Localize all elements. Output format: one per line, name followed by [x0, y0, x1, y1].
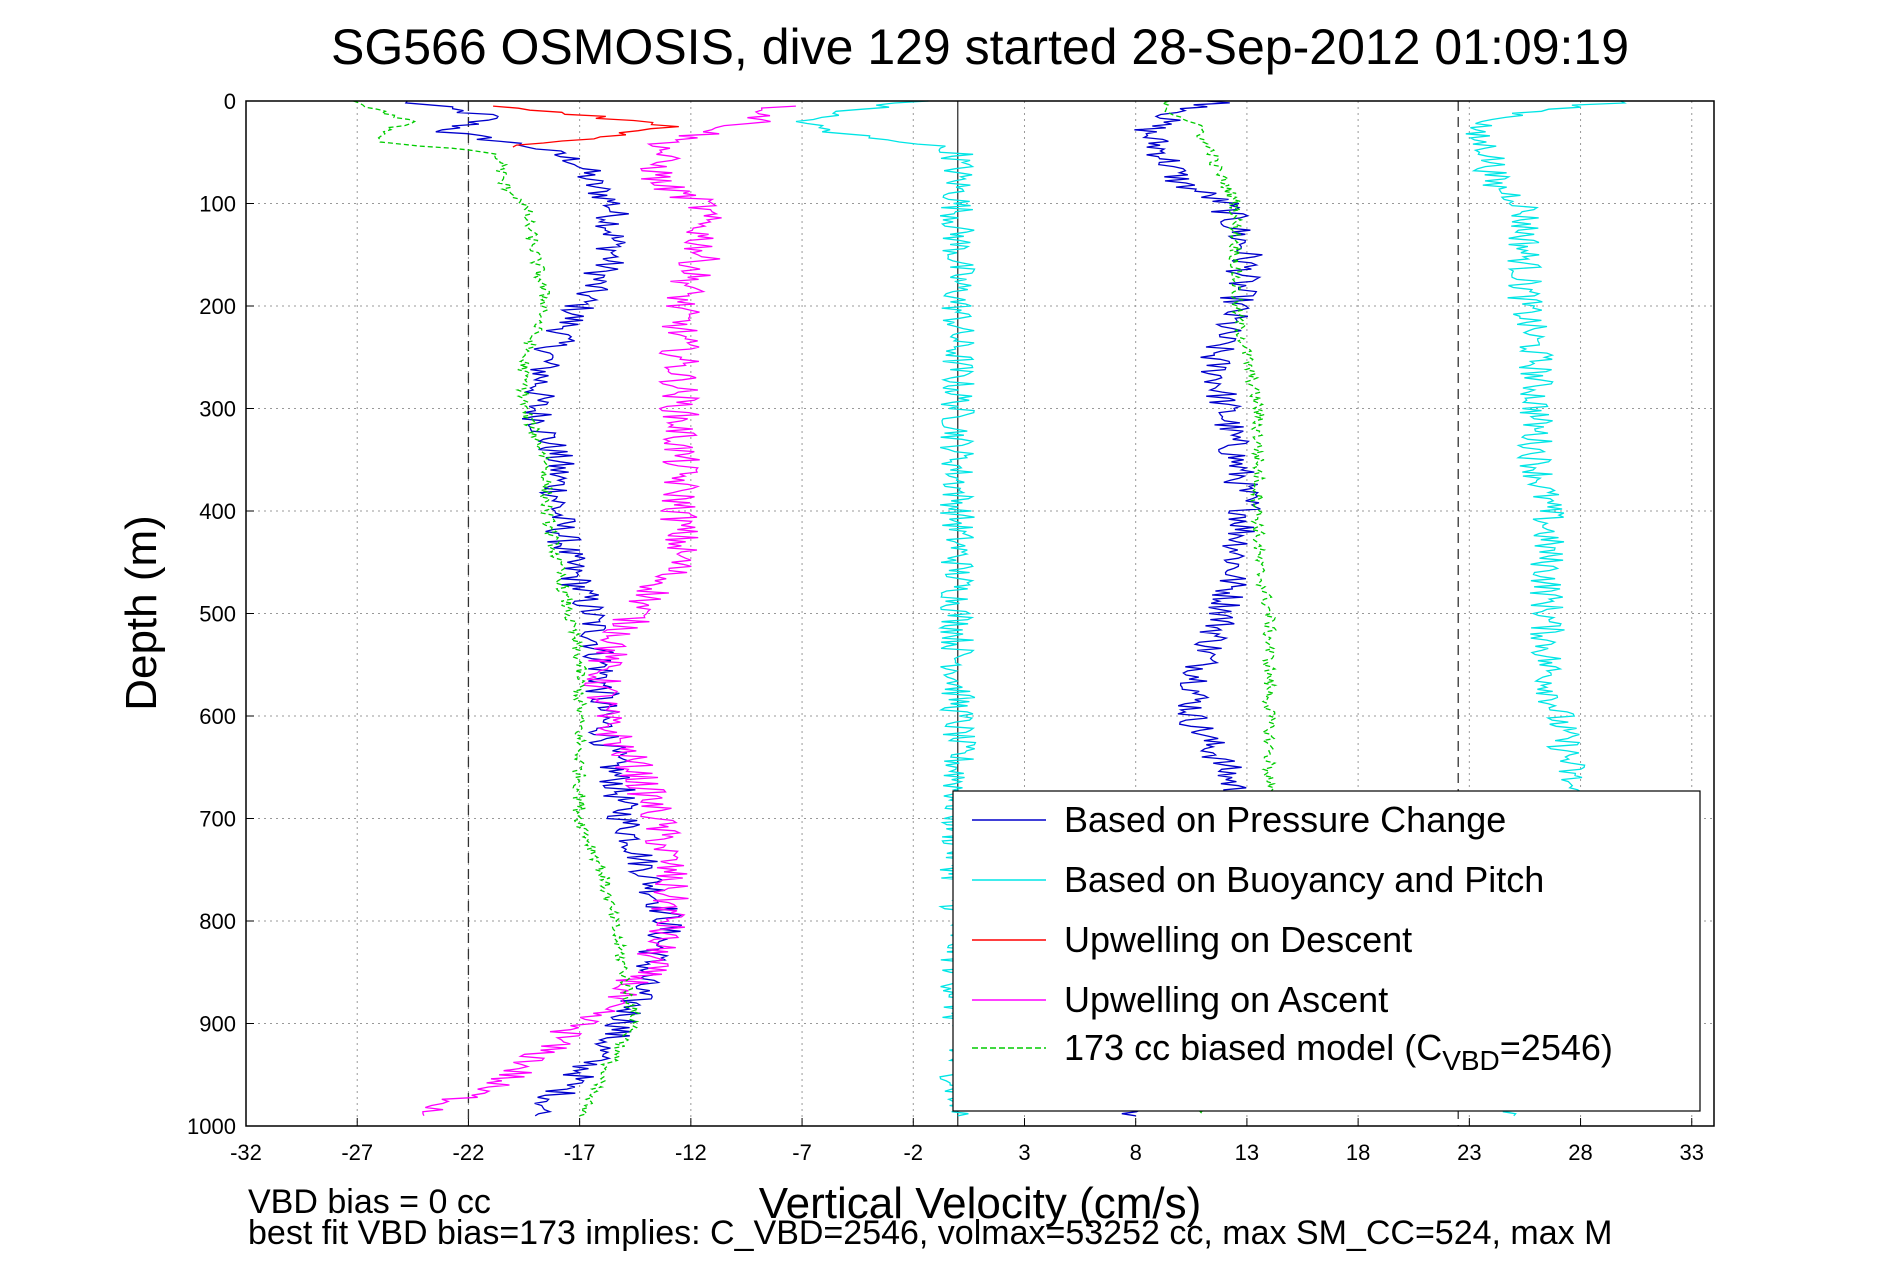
y-tick-labels: 0 100 200 300 400 500 600 700 800 900 1000 [187, 89, 236, 1139]
y-tick-label: 800 [199, 909, 236, 934]
y-tick-label: 200 [199, 294, 236, 319]
x-tick-label: 23 [1457, 1140, 1481, 1165]
plot-frame [245, 100, 1715, 1127]
legend-label: Upwelling on Descent [1064, 919, 1412, 960]
legend-box [952, 790, 1701, 1112]
upwelling-on-ascent-line [422, 105, 796, 1117]
x-tick-label: -22 [453, 1140, 485, 1165]
legend: Based on Pressure Change Based on Buoyanc… [952, 790, 1701, 1112]
x-tick-label: -2 [903, 1140, 923, 1165]
upwelling-on-descent-line [493, 105, 679, 148]
legend-label-main: 173 cc biased model (C [1064, 1027, 1442, 1068]
x-tick-label: -27 [341, 1140, 373, 1165]
y-tick-label: 400 [199, 499, 236, 524]
y-tick-label: 0 [224, 89, 236, 114]
legend-label: Based on Buoyancy and Pitch [1064, 859, 1544, 900]
x-tick-label: 28 [1568, 1140, 1592, 1165]
legend-label: Based on Pressure Change [1064, 799, 1506, 840]
x-tick-label: -12 [675, 1140, 707, 1165]
x-tick-label: -17 [564, 1140, 596, 1165]
x-tick-label: -7 [792, 1140, 812, 1165]
y-tick-label: 900 [199, 1012, 236, 1037]
y-tick-label: 300 [199, 397, 236, 422]
x-tick-labels: -32 -27 -22 -17 -12 -7 -2 3 8 13 18 23 28 33 [230, 1140, 1704, 1165]
best-fit-note: best fit VBD bias=173 implies: C_VBD=254… [248, 1214, 1613, 1252]
y-axis-label: Depth (m) [117, 515, 166, 711]
y-tick-label: 600 [199, 704, 236, 729]
legend-label-subscript: VBD [1442, 1045, 1500, 1076]
legend-label-end: =2546) [1500, 1027, 1613, 1068]
y-tick-label: 500 [199, 602, 236, 627]
chart-title: SG566 OSMOSIS, dive 129 started 28-Sep-2… [331, 19, 1629, 75]
legend-label: Upwelling on Ascent [1064, 979, 1388, 1020]
legend-label: 173 cc biased model (CVBD=2546) [1064, 1027, 1613, 1076]
x-tick-label: -32 [230, 1140, 262, 1165]
y-tick-label: 100 [199, 192, 236, 217]
x-tick-label: 3 [1018, 1140, 1030, 1165]
x-tick-label: 33 [1680, 1140, 1704, 1165]
vbd-bias-note: VBD bias = 0 cc [248, 1183, 491, 1221]
173-cc-biased-model-c-vbd-2546-descent-line [353, 100, 641, 1117]
based-on-buoyancy-and-pitch-descent-line [795, 100, 977, 1117]
x-axis-label: Vertical Velocity (cm/s) [759, 1179, 1202, 1228]
x-tick-label: 13 [1235, 1140, 1259, 1165]
y-tick-label: 1000 [187, 1114, 236, 1139]
y-tick-label: 700 [199, 807, 236, 832]
x-tick-label: 18 [1346, 1140, 1370, 1165]
x-tick-label: 8 [1130, 1140, 1142, 1165]
